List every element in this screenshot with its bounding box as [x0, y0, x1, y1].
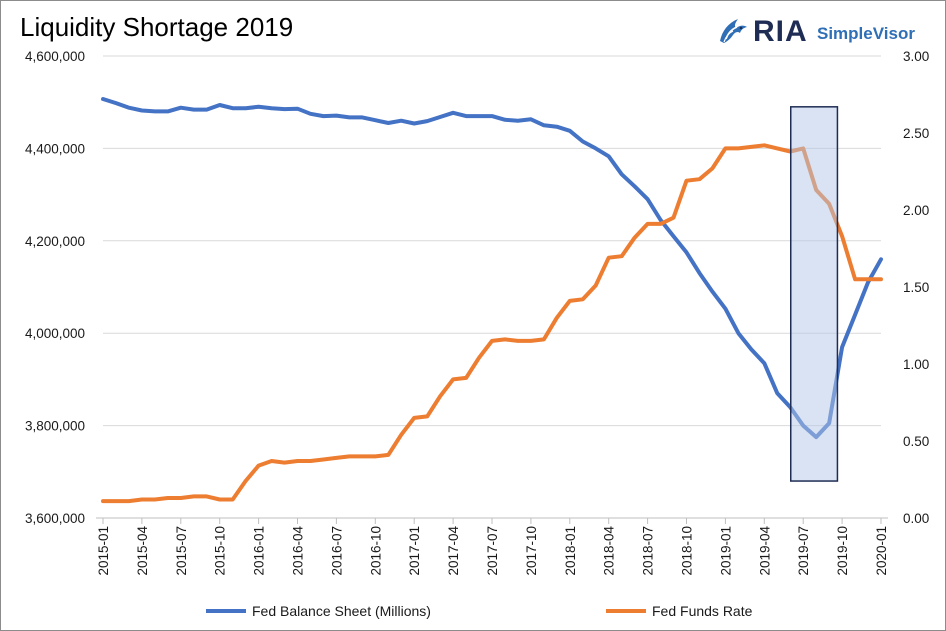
x-axis: 2015-01 2015-04 2015-07 2015-10 2016-01 2016-…: [96, 518, 889, 576]
y-axis-left: 3,600,000 3,800,000 4,000,000 4,200,000 4,40…: [25, 49, 85, 526]
x-tick-label: 2016-01: [252, 526, 267, 576]
y-left-tick-label: 4,200,000: [25, 234, 85, 249]
y-axis-right: 0.00 0.50 1.00 1.50 2.00 2.50 3.00: [903, 49, 929, 526]
y-left-tick-label: 4,600,000: [25, 49, 85, 64]
x-tick-label: 2017-07: [485, 526, 500, 576]
series-line-fed-funds: [101, 143, 883, 504]
x-tick-label: 2015-10: [213, 526, 228, 576]
x-tick-label: 2018-04: [602, 526, 617, 576]
y-right-tick-label: 1.00: [903, 357, 929, 372]
x-tick-label: 2019-04: [757, 526, 772, 576]
x-tick-label: 2016-07: [329, 526, 344, 576]
x-tick-label: 2019-01: [718, 526, 733, 576]
highlight-group: [790, 106, 839, 482]
y-left-tick-label: 4,400,000: [25, 141, 85, 156]
x-tick-label: 2015-01: [96, 526, 111, 576]
y-right-tick-label: 2.50: [903, 126, 929, 141]
series-line-balance-sheet: [101, 97, 883, 440]
logo: RIA SimpleVisor: [716, 14, 931, 50]
x-tick-label: 2018-10: [680, 526, 695, 576]
x-tick-label: 2017-01: [407, 526, 422, 576]
x-tick-label: 2017-04: [446, 526, 461, 576]
x-tick-label: 2017-10: [524, 526, 539, 576]
x-tick-label: 2018-07: [641, 526, 656, 576]
x-tick-label: 2015-07: [174, 526, 189, 576]
y-right-tick-label: 1.50: [903, 280, 929, 295]
x-tick-label: 2018-01: [563, 526, 578, 576]
y-left-tick-label: 4,000,000: [25, 326, 85, 341]
x-tick-label: 2015-04: [135, 526, 150, 576]
y-right-tick-label: 3.00: [903, 49, 929, 64]
y-right-tick-label: 0.00: [903, 511, 929, 526]
legend-label-balance-sheet: Fed Balance Sheet (Millions): [252, 603, 431, 619]
y-right-tick-label: 2.00: [903, 203, 929, 218]
legend: Fed Balance Sheet (Millions) Fed Funds R…: [206, 603, 753, 619]
eagle-icon: [720, 19, 747, 43]
logo-simplevisor-text: SimpleVisor: [817, 24, 915, 43]
x-tick-label: 2016-04: [291, 526, 306, 576]
x-tick-label: 2020-01: [874, 526, 889, 576]
x-tick-label: 2019-10: [835, 526, 850, 576]
highlight-box: [790, 106, 839, 482]
chart-title: Liquidity Shortage 2019: [20, 12, 294, 42]
y-left-tick-label: 3,600,000: [25, 511, 85, 526]
legend-label-fed-funds: Fed Funds Rate: [652, 603, 753, 619]
y-right-tick-label: 0.50: [903, 434, 929, 449]
x-tick-label: 2016-10: [368, 526, 383, 576]
series-group: [101, 97, 883, 504]
y-left-tick-label: 3,800,000: [25, 419, 85, 434]
logo-ria-text: RIA: [753, 15, 808, 48]
gridlines: [96, 55, 888, 519]
x-tick-label: 2019-07: [796, 526, 811, 576]
